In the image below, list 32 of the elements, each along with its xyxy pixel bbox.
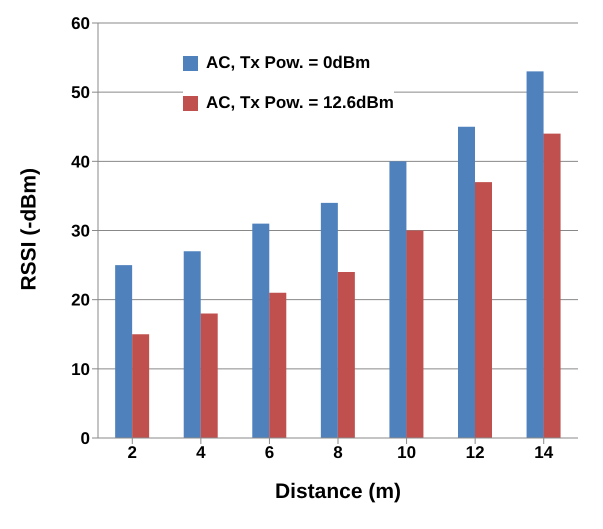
bar (115, 265, 132, 438)
bar (389, 161, 406, 438)
x-tick-label: 12 (466, 443, 485, 462)
legend-label: AC, Tx Pow. = 12.6dBm (206, 93, 394, 113)
x-tick-label: 8 (333, 443, 343, 462)
bar (252, 224, 270, 438)
bar (458, 126, 475, 438)
x-tick-label: 14 (534, 443, 554, 462)
bar (200, 314, 218, 438)
x-tick-label: 2 (128, 443, 138, 462)
y-axis-title: RSSI (-dBm) (17, 168, 40, 290)
y-tick-label: 30 (71, 222, 90, 241)
bar (526, 71, 544, 438)
x-axis-title: Distance (m) (274, 480, 402, 503)
y-tick-label: 20 (71, 290, 90, 310)
bar (406, 230, 424, 438)
y-tick-label: 50 (71, 83, 90, 102)
y-tick-label: 0 (80, 429, 90, 448)
bar (184, 251, 201, 438)
y-tick-label: 10 (71, 360, 90, 379)
y-tick-label: 60 (71, 14, 90, 34)
x-tick-label: 10 (397, 443, 416, 462)
legend-label: AC, Tx Pow. = 0dBm (206, 53, 370, 73)
bar (544, 134, 561, 438)
x-tick-label: 4 (196, 443, 206, 462)
bar (320, 202, 338, 438)
bar (269, 292, 286, 438)
x-tick-label: 6 (264, 443, 274, 462)
bar (338, 272, 355, 438)
bar (132, 334, 150, 438)
y-tick-label: 40 (71, 152, 90, 172)
bar (475, 182, 492, 438)
